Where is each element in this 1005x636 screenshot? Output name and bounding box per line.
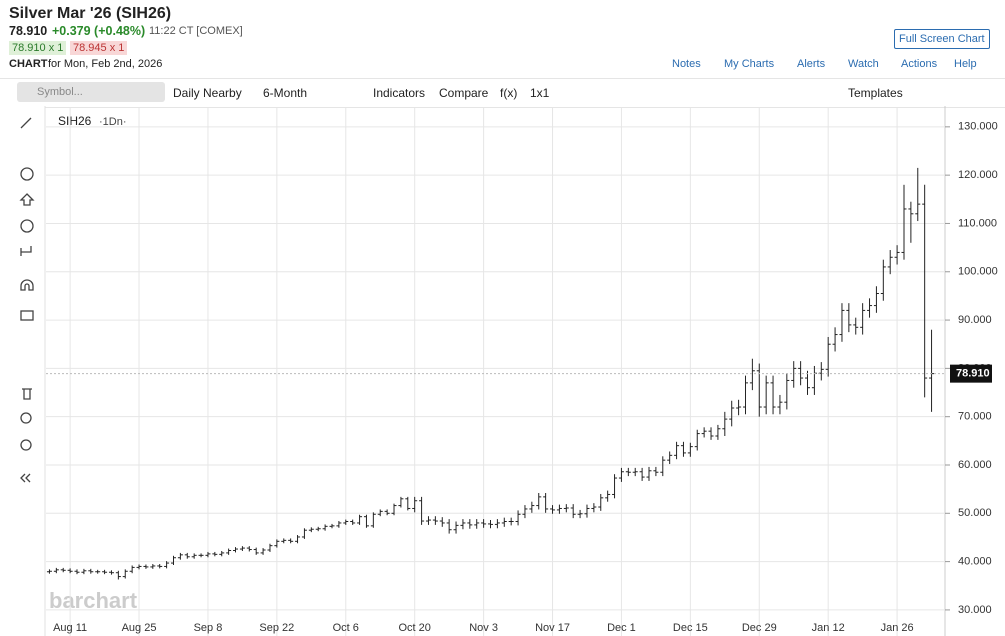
x-tick-label: Dec 15 — [673, 622, 708, 634]
tool-icons[interactable] — [19, 117, 35, 483]
x-tick-label: Dec 1 — [607, 622, 636, 634]
y-tick-label: 130.000 — [958, 121, 998, 133]
tool-sidebar — [0, 106, 45, 636]
toolbar-item[interactable]: Compare — [439, 86, 489, 100]
x-tick-label: Dec 29 — [742, 622, 777, 634]
link[interactable]: Notes — [672, 58, 701, 70]
x-tick-label: Nov 17 — [535, 622, 570, 634]
legend-period: ·1Dn· — [99, 116, 127, 128]
y-tick-label: 100.000 — [958, 266, 998, 278]
chart-label: CHART — [9, 58, 48, 70]
toolbar-item[interactable]: 6-Month — [263, 86, 308, 100]
chart: SIH26 ·1Dn· barchart 30.000 40.000 50.000 6… — [0, 106, 998, 636]
y-tick-label: 70.000 — [958, 411, 992, 423]
y-tick-label: 30.000 — [958, 604, 992, 616]
toolbar-item[interactable]: Indicators — [373, 86, 426, 100]
toolbar — [0, 78, 1005, 108]
y-tick-label: 110.000 — [958, 217, 997, 229]
symbol-search[interactable]: Symbol... — [17, 82, 165, 102]
price-change: +0.379 (+0.48%) — [52, 24, 146, 38]
title: Silver Mar '26 (SIH26) — [9, 5, 172, 22]
last-price-box — [950, 364, 992, 383]
chart-date: for Mon, Feb 2nd, 2026 — [48, 58, 163, 70]
link[interactable]: Alerts — [797, 58, 826, 70]
x-tick-label: Aug 11 — [53, 622, 87, 634]
link[interactable]: Watch — [848, 58, 879, 70]
x-tick-label: Aug 25 — [122, 622, 157, 634]
toolbar-item[interactable]: 1x1 — [530, 86, 550, 100]
x-tick-label: Sep 8 — [194, 622, 223, 634]
toolbar-item[interactable]: f(x) — [500, 86, 518, 100]
quote-time: 11:22 CT [COMEX] — [149, 25, 243, 37]
link[interactable]: Help — [954, 58, 977, 70]
toolbar-item[interactable]: Templates — [848, 86, 903, 100]
ask: 78.945 x 1 — [70, 41, 128, 55]
y-tick-label: 120.000 — [958, 169, 998, 181]
x-tick-label: Jan 26 — [881, 622, 914, 634]
y-tick-label: 50.000 — [958, 507, 992, 519]
watermark: barchart — [49, 588, 138, 613]
last-price-label: 78.910 — [956, 368, 990, 380]
y-tick-label: 60.000 — [958, 459, 992, 471]
y-tick-label: 40.000 — [958, 556, 992, 568]
bid: 78.910 x 1 — [9, 41, 67, 55]
link[interactable]: Actions — [901, 58, 938, 70]
x-tick-label: Oct 6 — [333, 622, 359, 634]
link[interactable]: My Charts — [724, 58, 775, 70]
last-price: 78.910 — [9, 24, 48, 38]
y-tick-label: 90.000 — [958, 314, 992, 326]
x-tick-label: Nov 3 — [469, 622, 498, 634]
x-tick-label: Sep 22 — [259, 622, 294, 634]
x-tick-label: Oct 20 — [398, 622, 430, 634]
legend-symbol: SIH26 — [58, 114, 92, 128]
toolbar-item[interactable]: Daily Nearby — [173, 86, 242, 100]
full-screen-button[interactable]: Full Screen Chart — [894, 29, 990, 49]
x-tick-label: Jan 12 — [812, 622, 845, 634]
